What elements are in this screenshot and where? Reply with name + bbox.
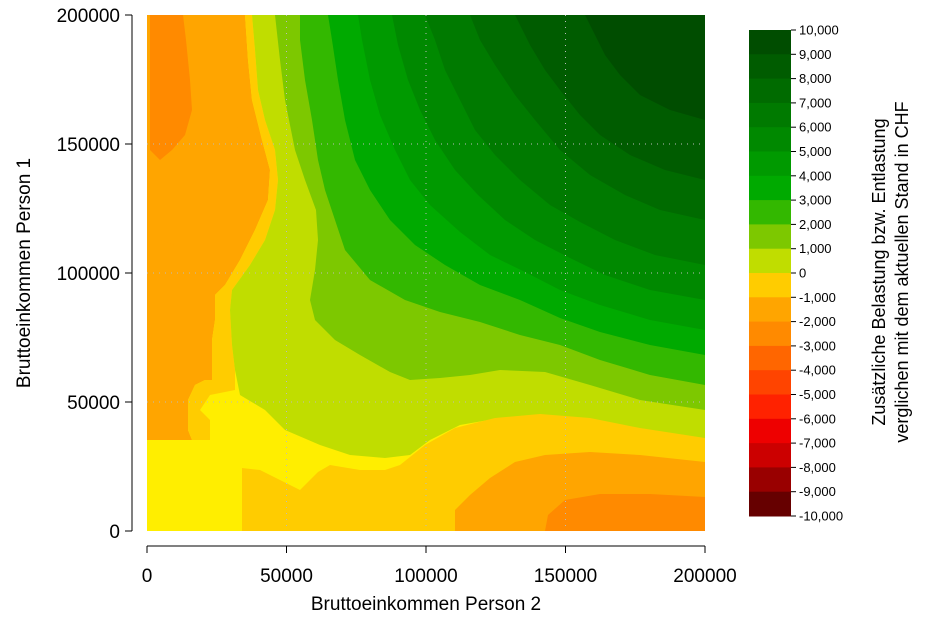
colorbar-title-line1: Zusätzliche Belastung bzw. Entlastung: [869, 118, 889, 425]
colorbar-label: 8,000: [799, 71, 832, 86]
colorbar-label: -7,000: [799, 436, 836, 451]
colorbar-label: -5,000: [799, 387, 836, 402]
contour-regions: [147, 15, 705, 531]
colorbar-swatch: [749, 394, 791, 420]
colorbar-label: 3,000: [799, 193, 832, 208]
colorbar-swatch: [749, 370, 791, 395]
y-tick-label: 0: [109, 522, 120, 543]
x-tick-label: 150000: [534, 566, 597, 587]
colorbar-swatch: [749, 30, 791, 55]
colorbar-swatch: [749, 127, 791, 152]
colorbar-label: -10,000: [799, 509, 843, 524]
colorbar-label: -1,000: [799, 290, 836, 305]
colorbar-label: 6,000: [799, 120, 832, 135]
region-left-light: [188, 15, 278, 440]
y-tick-label: 200000: [57, 6, 120, 27]
region-bottom-left-yellow: [147, 442, 242, 531]
colorbar-swatch: [749, 102, 791, 128]
colorbar-label: -4,000: [799, 363, 836, 378]
colorbar: [749, 30, 791, 517]
colorbar-label: 10,000: [799, 23, 839, 38]
region-left-deep-orange: [150, 15, 192, 160]
colorbar-swatch: [749, 443, 791, 468]
colorbar-label: -3,000: [799, 338, 836, 353]
colorbar-label: 2,000: [799, 217, 832, 232]
colorbar-swatch: [749, 345, 791, 371]
colorbar-swatch: [749, 200, 791, 225]
colorbar-swatch: [749, 418, 791, 444]
y-tick-label: 100000: [57, 264, 120, 285]
x-tick-label: 50000: [260, 566, 313, 587]
x-tick-label: 0: [142, 566, 153, 587]
y-axis-title: Bruttoeinkommen Person 1: [14, 158, 35, 388]
region-green-9000: [585, 15, 705, 120]
colorbar-swatch: [749, 151, 791, 177]
colorbar-labels: 10,000 9,000 8,000 7,000 6,000 5,000 4,000 3,00…: [791, 23, 843, 524]
colorbar-swatch: [749, 297, 791, 323]
colorbar-title-line2: verglichen mit dem aktuellen Stand in CH…: [892, 101, 912, 442]
x-tick-label: 100000: [394, 566, 457, 587]
colorbar-label: -8,000: [799, 460, 836, 475]
colorbar-label: -2,000: [799, 314, 836, 329]
y-ticks: 0 50000 100000 150000 200000: [57, 6, 132, 543]
colorbar-label: -6,000: [799, 411, 836, 426]
colorbar-label: 5,000: [799, 144, 832, 159]
x-ticks: 0 50000 100000 150000 200000: [142, 546, 737, 587]
colorbar-swatch: [749, 78, 791, 104]
colorbar-label: 0: [799, 266, 806, 281]
colorbar-swatch: [749, 224, 791, 250]
colorbar-label: 1,000: [799, 241, 832, 256]
colorbar-label: 4,000: [799, 168, 832, 183]
colorbar-swatch: [749, 321, 791, 347]
x-axis-title: Bruttoeinkommen Person 2: [311, 594, 541, 615]
colorbar-swatch: [749, 273, 791, 298]
colorbar-swatch: [749, 175, 791, 201]
y-tick-label: 150000: [57, 135, 120, 156]
colorbar-swatch: [749, 248, 791, 274]
colorbar-label: 7,000: [799, 95, 832, 110]
grid: [147, 15, 705, 531]
colorbar-label: -9,000: [799, 484, 836, 499]
x-tick-label: 200000: [673, 566, 736, 587]
colorbar-swatch: [749, 54, 791, 80]
colorbar-swatch: [749, 467, 791, 493]
region-bottom-deep-orange: [545, 494, 705, 531]
y-tick-label: 50000: [67, 393, 120, 414]
colorbar-swatch: [749, 491, 791, 517]
colorbar-label: 9,000: [799, 47, 832, 62]
